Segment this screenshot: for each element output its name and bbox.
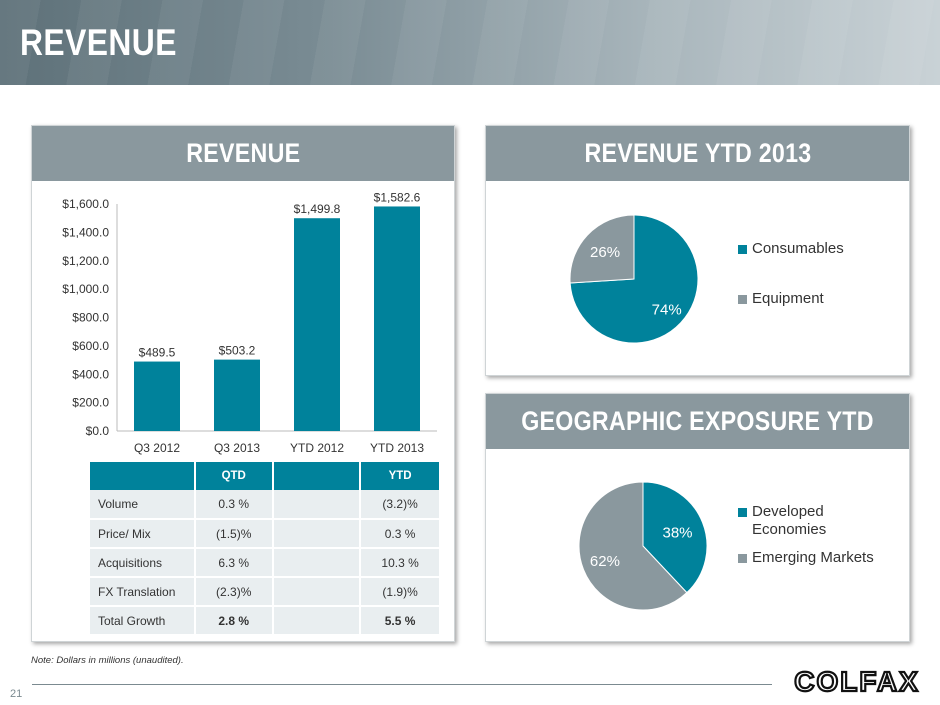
table-row: Price/ Mix (1.5)% 0.3 %: [90, 519, 441, 549]
row-spacer: [272, 577, 362, 607]
legend-item-developed-economies: Developed Economies: [738, 503, 878, 539]
x-tick-label: YTD 2012: [290, 441, 344, 455]
bar: [134, 361, 180, 431]
pie-slice-label: 26%: [590, 244, 620, 261]
row-spacer: [272, 519, 362, 549]
growth-table: QTD YTD Volume 0.3 % (3.2)% Price/ Mix (…: [90, 462, 441, 636]
bar-data-label: $503.2: [219, 344, 256, 358]
legend-item-consumables: Consumables: [738, 240, 844, 258]
legend-swatch-gray: [738, 295, 747, 304]
legend-swatch-teal: [738, 508, 747, 517]
row-ytd-value: 5.5 %: [360, 605, 441, 636]
legend-item-emerging-markets: Emerging Markets: [738, 549, 878, 567]
row-ytd-value: 0.3 %: [360, 519, 441, 549]
row-label: Total Growth: [90, 605, 196, 636]
pie-slice-label: 38%: [662, 524, 692, 541]
growth-table-header-spacer: [272, 462, 362, 490]
row-qtd-value: (1.5)%: [194, 519, 274, 549]
page-title: REVENUE: [20, 22, 177, 63]
legend-label: Consumables: [752, 240, 844, 257]
bar: [294, 218, 340, 431]
pie-slice: [642, 481, 708, 594]
geographic-exposure-panel-title: GEOGRAPHIC EXPOSURE YTD 2013: [521, 406, 874, 491]
pie-slice: [578, 481, 688, 611]
page-number: 21: [10, 688, 23, 700]
y-tick-label: $1,600.0: [62, 197, 109, 211]
geographic-exposure-panel-header: GEOGRAPHIC EXPOSURE YTD 2013: [486, 394, 909, 491]
footer-divider: [32, 684, 772, 685]
y-tick-label: $600.0: [72, 339, 109, 353]
row-label: Volume: [90, 490, 196, 520]
y-tick-label: $200.0: [72, 396, 109, 410]
y-tick-label: $800.0: [72, 311, 109, 325]
x-tick-label: YTD 2013: [370, 441, 424, 455]
bar-data-label: $1,582.6: [374, 190, 421, 204]
growth-table-header-label: [90, 462, 196, 490]
growth-table-header-qtd: QTD: [194, 462, 274, 490]
colfax-logo: COLFAX: [793, 665, 920, 697]
revenue-ytd-panel-title: REVENUE YTD 2013: [584, 138, 811, 168]
pie-slice-label: 74%: [652, 302, 682, 319]
growth-table-header-ytd: YTD: [360, 462, 441, 490]
row-qtd-value: 2.8 %: [194, 605, 274, 636]
x-tick-label: Q3 2012: [134, 441, 180, 455]
revenue-ytd-legend: Consumables Equipment: [738, 240, 844, 308]
logo-text: COLFAX: [794, 666, 920, 697]
pie-slice-label: 62%: [590, 553, 620, 570]
row-qtd-value: (2.3)%: [194, 577, 274, 607]
revenue-bar-chart: $0.0 $200.0 $400.0 $600.0 $800.0 $1,000.0 $1,2…: [62, 190, 437, 455]
row-spacer: [272, 548, 362, 578]
y-tick-label: $1,000.0: [62, 282, 109, 296]
row-ytd-value: 10.3 %: [360, 548, 441, 578]
row-spacer: [272, 605, 362, 636]
revenue-panel-header: REVENUE: [32, 126, 454, 181]
growth-table-header-row: QTD YTD: [90, 462, 441, 490]
y-tick-label: $0.0: [86, 424, 110, 438]
bar-data-label: $489.5: [139, 346, 176, 360]
legend-swatch-gray: [738, 554, 747, 563]
bar: [214, 359, 260, 431]
legend-swatch-teal: [738, 245, 747, 254]
footnote: Note: Dollars in millions (unaudited).: [31, 655, 184, 666]
geographic-exposure-legend: Developed Economies Emerging Markets: [738, 503, 878, 567]
revenue-ytd-pie-chart: 74% 26%: [569, 214, 699, 344]
row-spacer: [272, 490, 362, 520]
revenue-panel-title: REVENUE: [185, 138, 301, 168]
table-row: FX Translation (2.3)% (1.9)%: [90, 577, 441, 607]
table-row: Acquisitions 6.3 % 10.3 %: [90, 548, 441, 578]
table-row-total: Total Growth 2.8 % 5.5 %: [90, 605, 441, 636]
bar: [374, 206, 420, 431]
banner-texture: [0, 0, 940, 85]
y-tick-label: $400.0: [72, 367, 109, 381]
row-qtd-value: 6.3 %: [194, 548, 274, 578]
title-banner: REVENUE: [0, 0, 940, 85]
legend-item-equipment: Equipment: [738, 290, 844, 308]
geographic-exposure-panel: GEOGRAPHIC EXPOSURE YTD 2013 38% 62% Deve…: [485, 393, 910, 642]
revenue-ytd-panel: REVENUE YTD 2013 74% 26% Consumables Equi…: [485, 125, 910, 376]
row-ytd-value: (1.9)%: [360, 577, 441, 607]
legend-label: Developed Economies: [752, 503, 827, 538]
y-tick-label: $1,400.0: [62, 225, 109, 239]
row-ytd-value: (3.2)%: [360, 490, 441, 520]
pie-slice: [569, 214, 635, 284]
revenue-ytd-panel-header: REVENUE YTD 2013: [486, 126, 909, 181]
row-qtd-value: 0.3 %: [194, 490, 274, 520]
row-label: Acquisitions: [90, 548, 196, 578]
legend-label: Equipment: [752, 290, 824, 307]
x-tick-label: Q3 2013: [214, 441, 260, 455]
y-tick-label: $1,200.0: [62, 254, 109, 268]
geographic-exposure-pie-chart: 38% 62%: [578, 481, 708, 611]
bar-data-label: $1,499.8: [294, 202, 341, 216]
row-label: Price/ Mix: [90, 519, 196, 549]
row-label: FX Translation: [90, 577, 196, 607]
table-row: Volume 0.3 % (3.2)%: [90, 490, 441, 520]
legend-label: Emerging Markets: [752, 549, 874, 566]
